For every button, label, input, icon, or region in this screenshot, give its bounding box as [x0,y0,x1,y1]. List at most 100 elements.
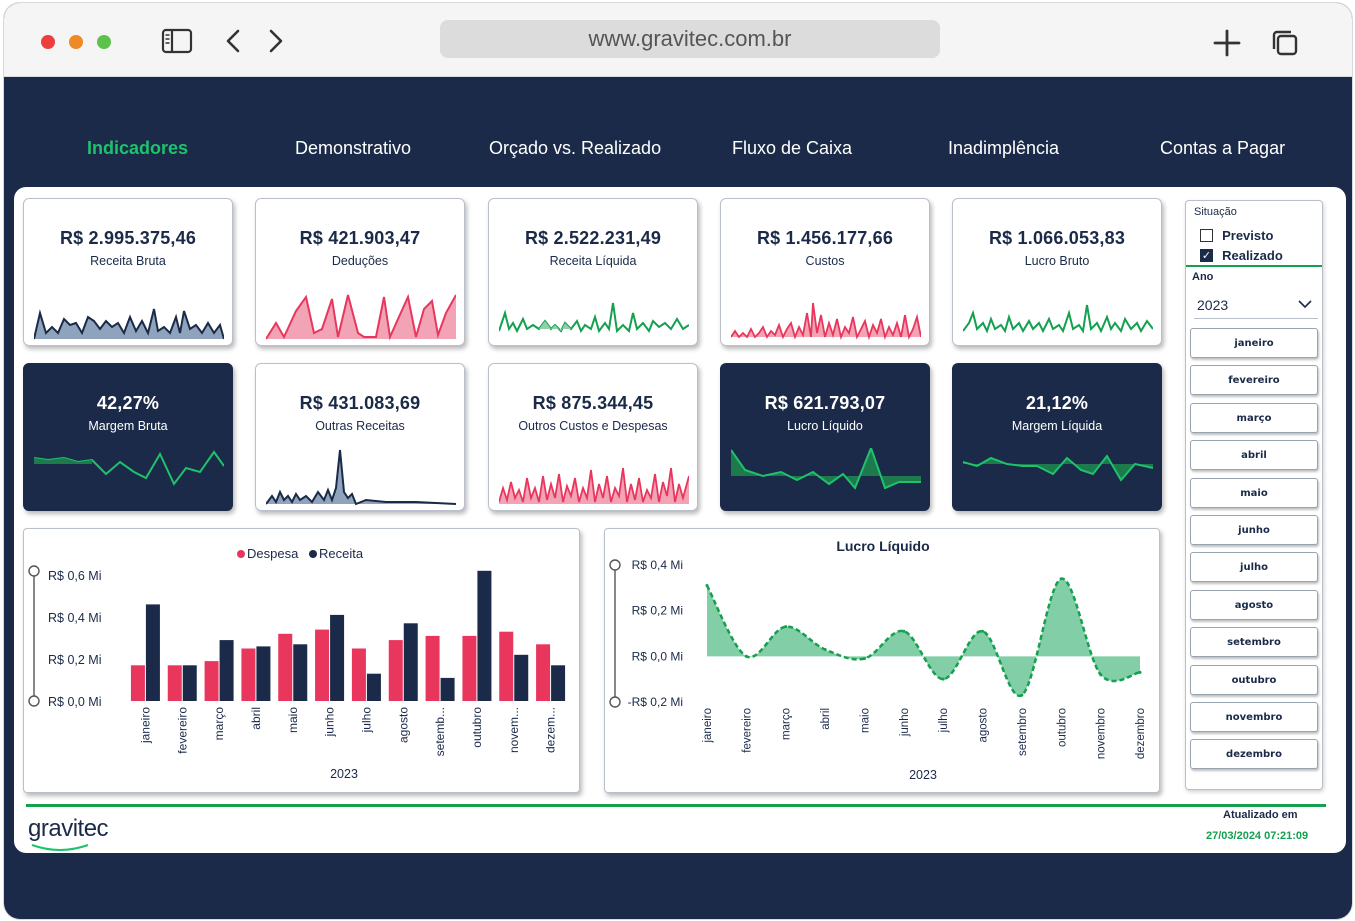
forward-arrow-icon[interactable] [267,28,285,54]
x-tick-label: março [212,707,226,741]
y-range-slider-handle-bottom [28,695,40,707]
kpi-card-outras-receitas[interactable]: R$ 431.083,69 Outras Receitas [255,363,465,511]
checkbox-checked-icon[interactable]: ✓ [1200,249,1213,262]
legend-label-despesa: Despesa [247,546,299,561]
data-point-6 [941,677,945,681]
kpi-value: 21,12% [1025,393,1089,413]
tab-demonstrativo[interactable]: Demonstrativo [295,138,412,158]
kpi-sparkline [34,450,224,486]
bar-receita-2 [219,640,234,701]
month-button-dezembro[interactable]: dezembro [1190,739,1318,770]
kpi-card-deducoes[interactable]: R$ 421.903,47 Deduções [255,198,465,346]
month-button-janeiro[interactable]: janeiro [1190,328,1318,358]
kpi-card-margem-liquida[interactable]: 21,12% Margem Líquida [952,363,1162,511]
minimize-window-dot[interactable] [69,35,83,49]
close-window-dot[interactable] [41,35,55,49]
kpi-label: Outros Custos e Despesas [518,419,668,433]
lucro-liquido-chart[interactable]: Lucro Líquido R$ 0,4 Mi R$ 0,2 Mi R$ 0,0 Mi… [604,528,1160,793]
month-button-maio[interactable]: maio [1190,477,1318,508]
chart-title: Lucro Líquido [836,538,929,554]
kpi-card-receita-liquida[interactable]: R$ 2.522.231,49 Receita Líquida [488,198,698,346]
kpi-card-lucro-bruto[interactable]: R$ 1.066.053,83 Lucro Bruto [952,198,1162,346]
ano-title: Ano [1192,271,1214,283]
y-range-slider-handle-top [28,565,40,577]
kpi-card-receita-bruta[interactable]: R$ 2.995.375,46 Receita Bruta [23,198,233,346]
filter-slicer-panel: Situação Previsto ✓ Realizado Ano 2023 j… [1185,200,1323,790]
y-tick-label: R$ 0,0 Mi [48,695,102,709]
tabs-overview-icon[interactable] [1270,28,1300,58]
kpi-label: Margem Líquida [1011,419,1103,433]
kpi-label: Outras Receitas [315,419,405,433]
kpi-card-custos[interactable]: R$ 1.456.177,66 Custos [720,198,930,346]
data-point-4 [862,657,866,661]
bar-despesa-3 [241,648,256,701]
x-tick-label: janeiro [702,708,714,744]
month-button-julho[interactable]: julho [1190,552,1318,583]
kpi-sparkline [266,293,456,341]
kpi-sparkline [34,308,224,340]
tab-inadimplencia[interactable]: Inadimplência [948,138,1060,158]
new-tab-plus-icon[interactable] [1212,28,1242,58]
x-tick-label: abril [820,708,832,730]
y-tick-label: R$ 0,4 Mi [48,611,102,625]
kpi-value: R$ 621.793,07 [764,393,886,413]
situacao-option-previsto[interactable]: Previsto [1200,225,1273,243]
tab-orcado-vs-realizado[interactable]: Orçado vs. Realizado [489,138,662,158]
kpi-value: R$ 875.344,45 [532,393,654,413]
bar-receita-7 [403,623,418,701]
month-button-setembro[interactable]: setembro [1190,627,1318,658]
maximize-window-dot[interactable] [97,35,111,49]
back-arrow-icon[interactable] [224,28,242,54]
gravitec-logo-text: gravitec [28,815,109,842]
chart-legend: Despesa Receita [237,546,364,561]
bar-despesa-2 [204,661,219,701]
checkbox-unchecked-icon[interactable] [1200,229,1213,242]
kpi-card-outros-custos-despesas[interactable]: R$ 875.344,45 Outros Custos e Despesas [488,363,698,511]
y-tick-label: R$ 0,6 Mi [48,569,102,583]
sidebar-toggle-icon[interactable] [161,28,193,54]
data-point-8 [1020,693,1024,697]
x-axis-label: 2023 [909,768,937,782]
bar-despesa-6 [351,648,366,701]
x-tick-label: janeiro [138,707,152,744]
address-bar[interactable]: www.gravitec.com.br [440,20,940,58]
bar-despesa-1 [167,665,182,701]
month-button-outubro[interactable]: outubro [1190,664,1318,695]
x-tick-label: fevereiro [175,707,189,754]
tab-contas-a-pagar[interactable]: Contas a Pagar [1160,138,1286,158]
x-tick-label: setemb... [433,707,447,756]
y-range-slider-handle-top [609,559,621,571]
month-button-novembro[interactable]: novembro [1190,702,1318,732]
situacao-option-realizado[interactable]: ✓ Realizado [1200,245,1283,263]
y-tick-label: R$ 0,0 Mi [632,649,683,663]
bar-despesa-11 [536,644,551,701]
gravitec-logo: gravitec [28,815,109,851]
tab-indicadores[interactable]: Indicadores [87,138,189,158]
chevron-down-icon[interactable] [1298,299,1312,309]
ano-dropdown[interactable]: 2023 [1194,291,1318,319]
month-button-agosto[interactable]: agosto [1190,589,1318,620]
y-tick-label: R$ 0,2 Mi [632,604,683,618]
legend-marker-despesa [237,550,245,558]
kpi-sparkline [963,304,1153,334]
kpi-label: Receita Líquida [549,254,637,268]
browser-toolbar: www.gravitec.com.br [4,3,1352,77]
bar-receita-9 [477,570,492,701]
kpi-sparkline [731,448,921,490]
month-button-fevereiro[interactable]: fevereiro [1190,365,1318,396]
y-range-slider-handle-bottom [609,696,621,708]
despesa-receita-chart[interactable]: Despesa Receita R$ 0,6 Mi R$ 0,4 Mi R$ 0,2 M… [23,528,580,793]
month-button-abril[interactable]: abril [1190,440,1318,471]
data-point-10 [1099,673,1103,677]
bar-despesa-10 [499,631,514,701]
month-button-junho[interactable]: junho [1190,515,1318,545]
situacao-option-label: Realizado [1222,248,1283,263]
x-tick-label: outubro [470,707,484,748]
kpi-card-lucro-liquido[interactable]: R$ 621.793,07 Lucro Líquido [720,363,930,511]
bar-despesa-7 [388,640,403,701]
bar-despesa-4 [278,633,293,701]
kpi-card-margem-bruta[interactable]: 42,27% Margem Bruta [23,363,233,511]
month-button-março[interactable]: março [1190,402,1318,433]
tab-fluxo-de-caixa[interactable]: Fluxo de Caixa [732,138,853,158]
legend-marker-receita [309,550,317,558]
